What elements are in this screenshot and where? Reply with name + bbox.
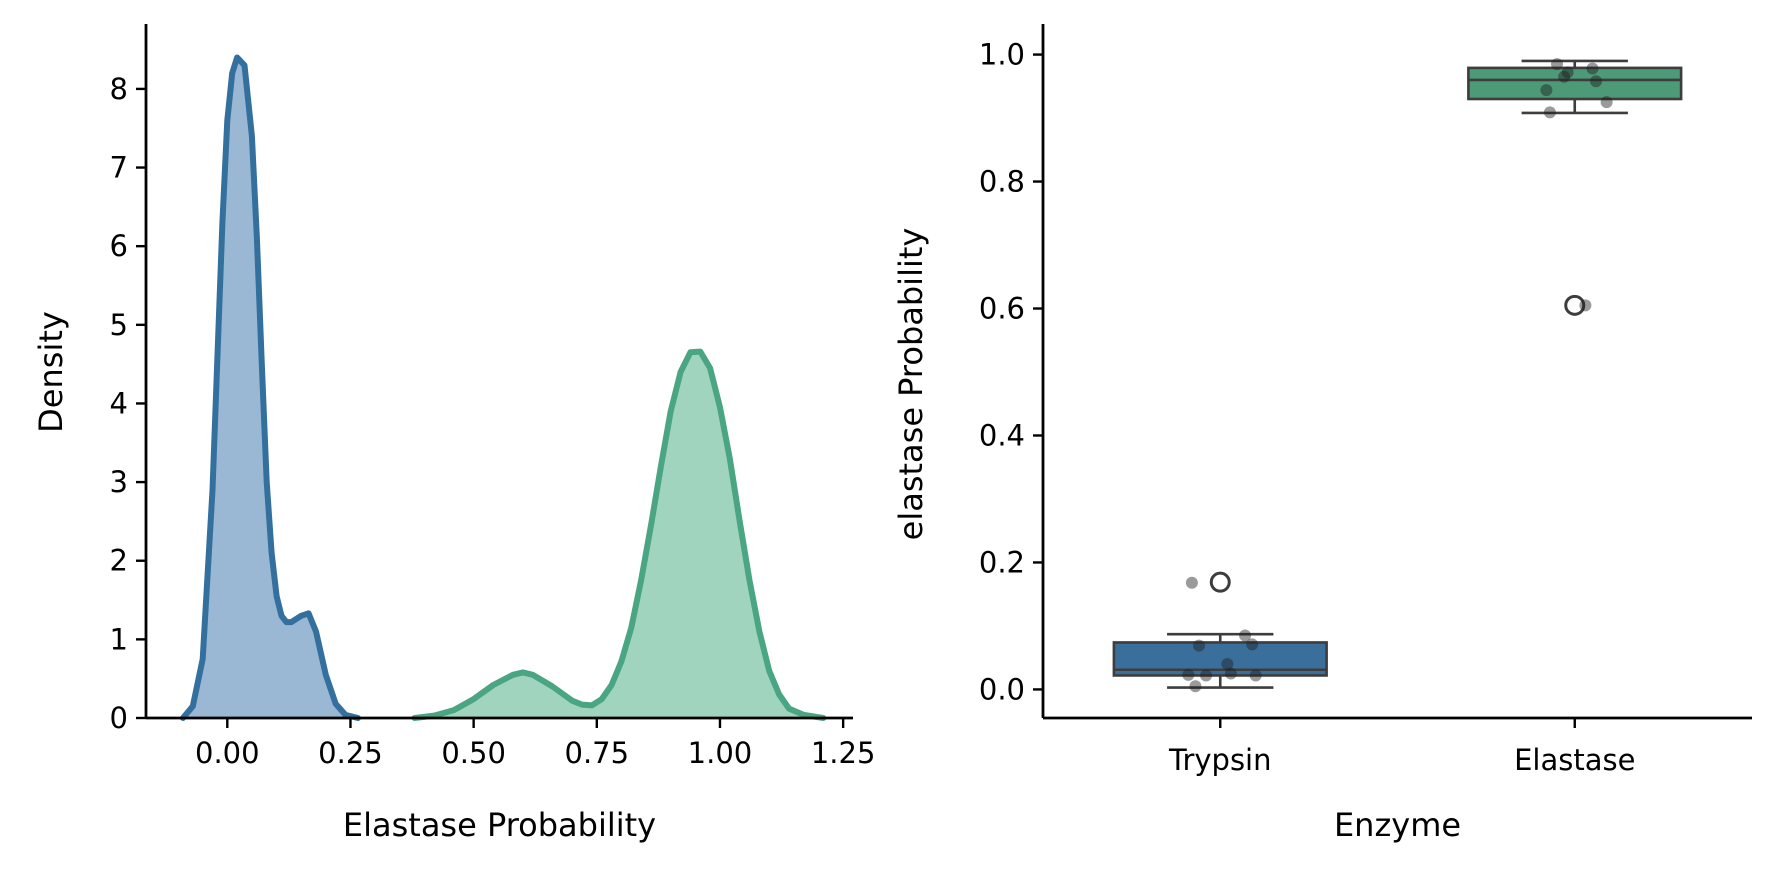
density-plot-panel: 0.00 0.25 0.50 0.75 1.00 1.25 0 1 2 3 4 5 6 7 8 Elastas… [32, 24, 875, 844]
y-tick-label: 0.8 [979, 165, 1025, 199]
strip-point [1186, 577, 1198, 589]
y-tick-label: 1 [110, 622, 128, 656]
x-tick-label: 0.25 [318, 736, 383, 770]
box-elastase [1468, 68, 1681, 99]
x-tick-label: 1.00 [688, 736, 753, 770]
strip-point [1601, 96, 1613, 108]
y-tick-label: 0.2 [979, 545, 1025, 579]
x-axis-label: Elastase Probability [343, 806, 656, 844]
x-tick-label: 0.75 [565, 736, 630, 770]
x-tick-label: 1.25 [811, 736, 876, 770]
y-tick-label: 1.0 [979, 38, 1025, 72]
strip-point [1540, 84, 1552, 96]
x-tick-label: 0.50 [441, 736, 506, 770]
y-tick-label: 0.0 [979, 672, 1025, 706]
strip-point [1551, 58, 1563, 70]
strip-point [1189, 680, 1201, 692]
strip-point [1182, 669, 1194, 681]
y-tick-label: 3 [110, 465, 128, 499]
strip-point [1586, 63, 1598, 75]
strip-point [1225, 668, 1237, 680]
y-tick-label: 5 [110, 308, 128, 342]
outlier-marker [1211, 573, 1229, 591]
strip-point [1193, 640, 1205, 652]
y-axis-label: Density [32, 311, 70, 433]
y-tick-label: 0.6 [979, 292, 1025, 326]
density-area-1 [183, 58, 358, 719]
x-axis-label: Enzyme [1334, 806, 1461, 844]
strip-point [1558, 71, 1570, 83]
y-axis-label: elastase Probability [892, 228, 930, 541]
x-tick-label: 0.00 [195, 736, 260, 770]
strip-point [1544, 106, 1556, 118]
strip-point [1200, 669, 1212, 681]
y-tick-label: 2 [110, 544, 128, 578]
x-tick-label-trypsin: Trypsin [1168, 743, 1272, 777]
y-tick-label: 6 [110, 229, 128, 263]
strip-point [1250, 669, 1262, 681]
y-tick-label: 0.4 [979, 418, 1025, 452]
x-tick-label-elastase: Elastase [1514, 743, 1635, 777]
strip-point [1579, 299, 1591, 311]
strip-point [1246, 638, 1258, 650]
y-tick-label: 4 [110, 386, 128, 420]
box-plot-panel: Trypsin Elastase 0.0 0.2 0.4 0.6 0.8 1.0 Enzyme e… [892, 24, 1752, 844]
y-tick-label: 0 [110, 701, 128, 735]
y-tick-label: 7 [110, 151, 128, 185]
strip-point [1590, 75, 1602, 87]
y-tick-label: 8 [110, 72, 128, 106]
